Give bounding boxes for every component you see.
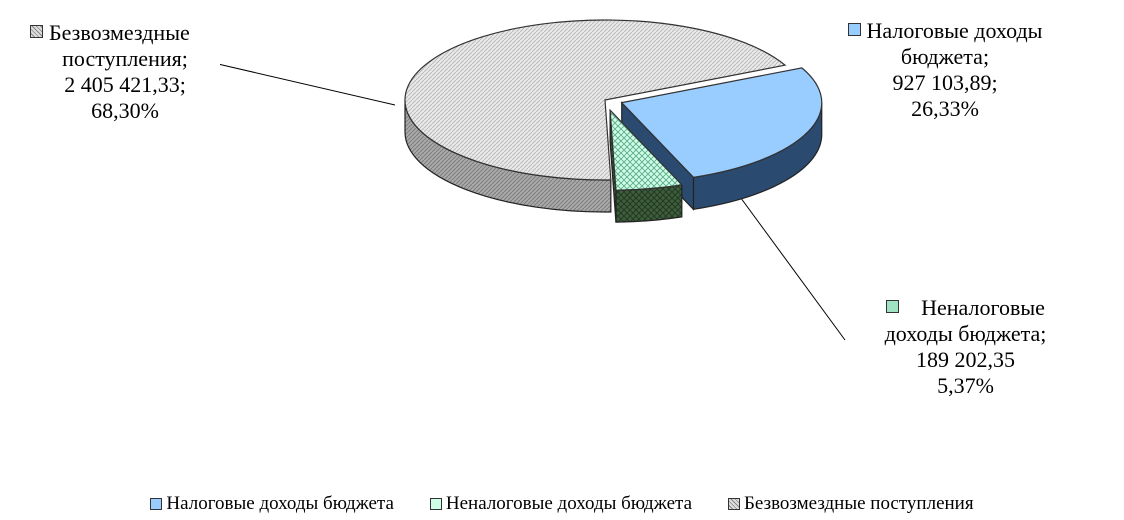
- legend-item-nonbudget: Безвозмездные поступления: [728, 492, 974, 516]
- pie-tops: [404, 19, 823, 191]
- slice-nontax-top: [609, 108, 684, 191]
- leader-line-nontax: [734, 189, 846, 341]
- legend-item-nontax: Неналоговые доходы бюджета: [429, 492, 692, 516]
- slice-nonbudget-top: [404, 19, 787, 181]
- blue-swatch-icon: [150, 498, 163, 510]
- crosshatch-swatch-icon: [886, 300, 900, 313]
- slice-label-tax: Налоговые доходы бюджета; 927 103,89; 26…: [825, 18, 1065, 122]
- diagonal-swatch-icon: [30, 25, 43, 38]
- leader-lines: [217, 63, 846, 341]
- chart-legend: Налоговые доходы бюджета Неналоговые дох…: [0, 492, 1124, 516]
- slice-label-nonbudget: Безвозмездные поступления; 2 405 421,33;…: [30, 20, 220, 124]
- crosshatch-swatch-icon: [429, 498, 442, 510]
- legend-item-tax: Налоговые доходы бюджета: [150, 492, 394, 516]
- blue-swatch-icon: [847, 23, 861, 36]
- leader-line-nonbudget: [217, 63, 396, 106]
- slice-label-nontax: Неналоговые доходы бюджета; 189 202,35 5…: [858, 295, 1073, 399]
- slice-tax-top: [620, 67, 823, 178]
- diagonal-swatch-icon: [728, 498, 740, 510]
